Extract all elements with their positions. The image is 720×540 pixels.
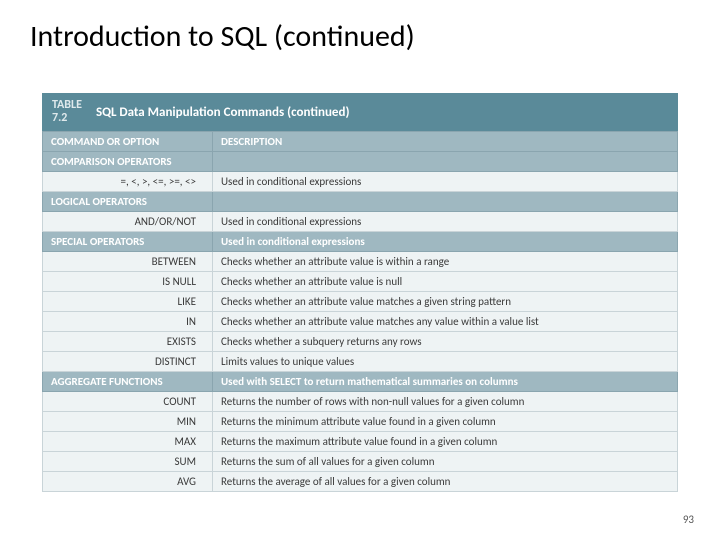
description-cell: Returns the number of rows with non-null…: [213, 392, 678, 412]
description-cell: Checks whether an attribute value is nul…: [213, 272, 678, 292]
description-cell: Checks whether an attribute value matche…: [213, 292, 678, 312]
command-cell: COUNT: [43, 392, 213, 412]
command-cell: LIKE: [43, 292, 213, 312]
table-row: DISTINCTLimits values to unique values: [43, 352, 678, 372]
table-section-row: SPECIAL OPERATORSUsed in conditional exp…: [43, 232, 678, 252]
table-row: =, <, >, <=, >=, <>Used in conditional e…: [43, 172, 678, 192]
description-cell: Returns the minimum attribute value foun…: [213, 412, 678, 432]
command-cell: =, <, >, <=, >=, <>: [43, 172, 213, 192]
section-name: AGGREGATE FUNCTIONS: [43, 372, 213, 392]
description-cell: Returns the average of all values for a …: [213, 472, 678, 492]
section-desc: Used with SELECT to return mathematical …: [213, 372, 678, 392]
command-cell: AVG: [43, 472, 213, 492]
section-desc: [213, 192, 678, 212]
description-cell: Checks whether a subquery returns any ro…: [213, 332, 678, 352]
section-name: SPECIAL OPERATORS: [43, 232, 213, 252]
section-desc: Used in conditional expressions: [213, 232, 678, 252]
table-row: MAXReturns the maximum attribute value f…: [43, 432, 678, 452]
description-cell: Used in conditional expressions: [213, 172, 678, 192]
command-cell: AND/OR/NOT: [43, 212, 213, 232]
table-row: AND/OR/NOTUsed in conditional expression…: [43, 212, 678, 232]
command-cell: SUM: [43, 452, 213, 472]
description-cell: Checks whether an attribute value matche…: [213, 312, 678, 332]
description-cell: Used in conditional expressions: [213, 212, 678, 232]
table-row: EXISTSChecks whether a subquery returns …: [43, 332, 678, 352]
table-row: COUNTReturns the number of rows with non…: [43, 392, 678, 412]
command-cell: BETWEEN: [43, 252, 213, 272]
table-label-line2: 7.2: [52, 112, 82, 125]
description-cell: Returns the maximum attribute value foun…: [213, 432, 678, 452]
command-cell: MIN: [43, 412, 213, 432]
table-number: TABLE 7.2: [52, 99, 82, 125]
table-caption: SQL Data Manipulation Commands (continue…: [96, 105, 350, 120]
command-cell: DISTINCT: [43, 352, 213, 372]
slide-title: Introduction to SQL (continued): [0, 0, 720, 65]
table-section-row: COMPARISON OPERATORS: [43, 152, 678, 172]
table-row: SUMReturns the sum of all values for a g…: [43, 452, 678, 472]
command-cell: MAX: [43, 432, 213, 452]
table-row: AVGReturns the average of all values for…: [43, 472, 678, 492]
table-section-row: LOGICAL OPERATORS: [43, 192, 678, 212]
table-header-row: COMMAND OR OPTIONDESCRIPTION: [43, 132, 678, 152]
table-row: LIKEChecks whether an attribute value ma…: [43, 292, 678, 312]
section-desc: [213, 152, 678, 172]
table-row: MINReturns the minimum attribute value f…: [43, 412, 678, 432]
description-cell: Checks whether an attribute value is wit…: [213, 252, 678, 272]
command-cell: IN: [43, 312, 213, 332]
table-row: BETWEENChecks whether an attribute value…: [43, 252, 678, 272]
section-name: COMPARISON OPERATORS: [43, 152, 213, 172]
page-number: 93: [683, 513, 694, 526]
section-name: LOGICAL OPERATORS: [43, 192, 213, 212]
table-row: INChecks whether an attribute value matc…: [43, 312, 678, 332]
command-cell: IS NULL: [43, 272, 213, 292]
column-header-description: DESCRIPTION: [213, 132, 678, 152]
column-header-command: COMMAND OR OPTION: [43, 132, 213, 152]
table-section-row: AGGREGATE FUNCTIONSUsed with SELECT to r…: [43, 372, 678, 392]
sql-commands-table: COMMAND OR OPTIONDESCRIPTIONCOMPARISON O…: [42, 131, 678, 492]
table-caption-bar: TABLE 7.2 SQL Data Manipulation Commands…: [42, 93, 678, 131]
sql-table-container: TABLE 7.2 SQL Data Manipulation Commands…: [42, 93, 678, 492]
description-cell: Limits values to unique values: [213, 352, 678, 372]
table-row: IS NULLChecks whether an attribute value…: [43, 272, 678, 292]
description-cell: Returns the sum of all values for a give…: [213, 452, 678, 472]
command-cell: EXISTS: [43, 332, 213, 352]
